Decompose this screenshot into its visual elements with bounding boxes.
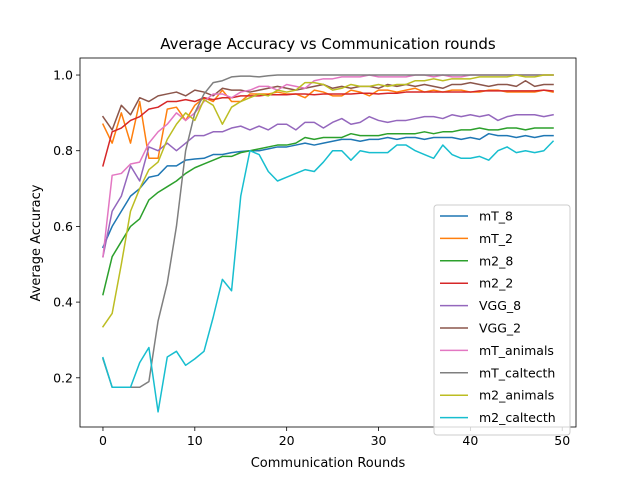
- legend-label-VGG_2: VGG_2: [479, 321, 521, 336]
- y-axis-label: Average Accuracy: [29, 184, 44, 301]
- axes-frame: [79, 57, 577, 428]
- chart-title: Average Accuracy vs Communication rounds: [160, 35, 496, 53]
- x-tick-label: 20: [279, 433, 295, 448]
- series-line-m2_caltecth: [102, 140, 555, 413]
- legend-label-m2_2: m2_2: [479, 276, 513, 291]
- x-tick-label: 30: [371, 433, 387, 448]
- series-line-mT_8: [101, 132, 554, 249]
- legend-label-VGG_8: VGG_8: [479, 298, 521, 313]
- series-line-m2_animals: [101, 74, 554, 328]
- x-axis-label: Communication Rounds: [251, 456, 406, 471]
- y-tick-label: 1.0: [53, 68, 73, 83]
- series-line-VGG_8: [102, 113, 554, 258]
- y-tick-label: 0.2: [53, 370, 73, 385]
- legend-box: [433, 204, 571, 436]
- series-line-m2_2: [102, 89, 554, 167]
- series-line-VGG_2: [101, 79, 554, 131]
- y-tick-label: 0.8: [53, 143, 73, 158]
- legend-label-m2_caltecth: m2_caltecth: [479, 410, 556, 425]
- x-tick-label: 10: [187, 433, 203, 448]
- series-line-m2_8: [102, 127, 554, 296]
- series-line-mT_caltecth: [102, 74, 554, 389]
- legend-label-mT_8: mT_8: [479, 209, 513, 224]
- plot-area: 0 10 20 30 40 50 0.2 0.4 0.6 0.8 1.0 mT_8 mT_2 m2_8 m2…: [53, 57, 577, 448]
- legend-label-mT_2: mT_2: [479, 231, 513, 246]
- legend-label-m2_8: m2_8: [479, 253, 513, 268]
- x-tick-label: 0: [99, 433, 107, 448]
- x-tick-label: 40: [462, 433, 478, 448]
- legend-label-mT_animals: mT_animals: [479, 343, 554, 358]
- legend-label-m2_animals: m2_animals: [479, 388, 554, 403]
- y-tick-label: 0.4: [53, 295, 73, 310]
- y-tick-label: 0.6: [53, 219, 73, 234]
- x-tick-label: 50: [554, 433, 570, 448]
- legend-label-mT_caltecth: mT_caltecth: [479, 365, 555, 380]
